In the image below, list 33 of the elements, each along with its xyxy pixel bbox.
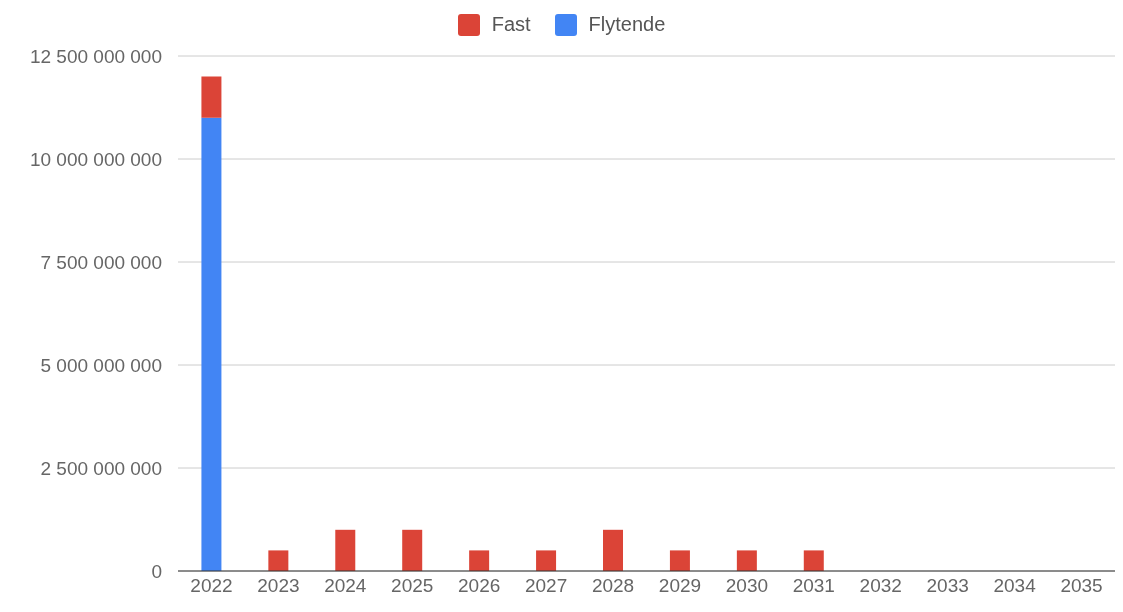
x-tick-label: 2022 — [190, 575, 233, 597]
bar — [335, 529, 356, 571]
x-tick-label: 2034 — [993, 575, 1037, 597]
bar — [736, 550, 757, 571]
bar — [669, 550, 690, 571]
bar — [201, 117, 222, 571]
x-tick-label: 2025 — [391, 575, 434, 597]
bar — [201, 76, 222, 118]
legend-label: Fast — [490, 13, 531, 36]
x-tick-label: 2023 — [257, 575, 300, 597]
bar — [603, 529, 623, 571]
x-tick-label: 2029 — [658, 575, 702, 597]
x-tick-label: 2032 — [859, 575, 902, 597]
bar — [402, 529, 423, 571]
x-tick-label: 2027 — [524, 575, 568, 597]
y-tick-label: 7 500 000 000 — [40, 251, 162, 273]
x-tick-label: 2026 — [458, 575, 501, 597]
y-tick-label: 10 000 000 000 — [29, 148, 162, 170]
x-tick-label: 2031 — [792, 575, 835, 597]
bar — [469, 550, 490, 571]
y-tick-label: 0 — [151, 560, 162, 582]
x-tick-label: 2024 — [324, 575, 367, 597]
x-tick-label: 2033 — [926, 575, 969, 597]
y-tick-label: 12 500 000 000 — [29, 45, 162, 67]
x-tick-label: 2035 — [1060, 575, 1103, 597]
bar — [536, 550, 557, 571]
legend-label: Flytende — [587, 13, 666, 36]
bar — [268, 550, 289, 571]
y-tick-label: 5 000 000 000 — [40, 354, 162, 376]
y-tick-label: 2 500 000 000 — [40, 457, 162, 479]
x-tick-label: 2028 — [591, 575, 635, 597]
x-tick-label: 2030 — [725, 575, 769, 597]
bar — [803, 550, 824, 571]
